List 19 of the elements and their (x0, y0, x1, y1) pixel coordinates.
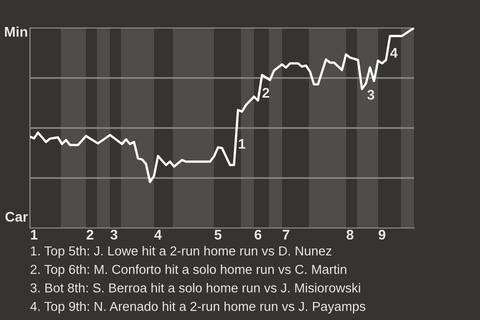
x-tick-label: 2 (86, 230, 94, 240)
text: 3. Bot 8th: S. Berroa hit a solo home run vs J. Misiorowski (30, 282, 360, 292)
annotation: 2 (262, 88, 270, 98)
text: 4. Top 9th: N. Arenado hit a 2-run home run vs J. Payamps (30, 301, 366, 314)
annotation: 4 (390, 48, 398, 58)
text: Min (5, 26, 28, 37)
x-tick-label: 3 (110, 230, 118, 240)
x-tick-label: 8 (346, 230, 354, 240)
text: 1. Top 5th: J. Lowe hit a 2-run home run vs D. Nunez (30, 246, 332, 258)
text: 2. Top 6th: M. Conforto hit a solo home run vs C. Martin (30, 264, 346, 277)
x-tick-label: 4 (154, 230, 162, 240)
annotation: 3 (367, 90, 374, 100)
x-tick-label: 1 (31, 230, 38, 240)
x-tick-label: 5 (214, 230, 222, 240)
x-tick-label: 9 (378, 230, 386, 240)
x-tick-label: 7 (282, 230, 290, 240)
annotation: 1 (238, 139, 246, 149)
text: Car (5, 212, 28, 222)
x-tick-label: 6 (254, 230, 262, 240)
